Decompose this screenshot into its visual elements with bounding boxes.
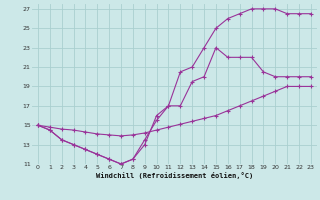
- X-axis label: Windchill (Refroidissement éolien,°C): Windchill (Refroidissement éolien,°C): [96, 172, 253, 179]
